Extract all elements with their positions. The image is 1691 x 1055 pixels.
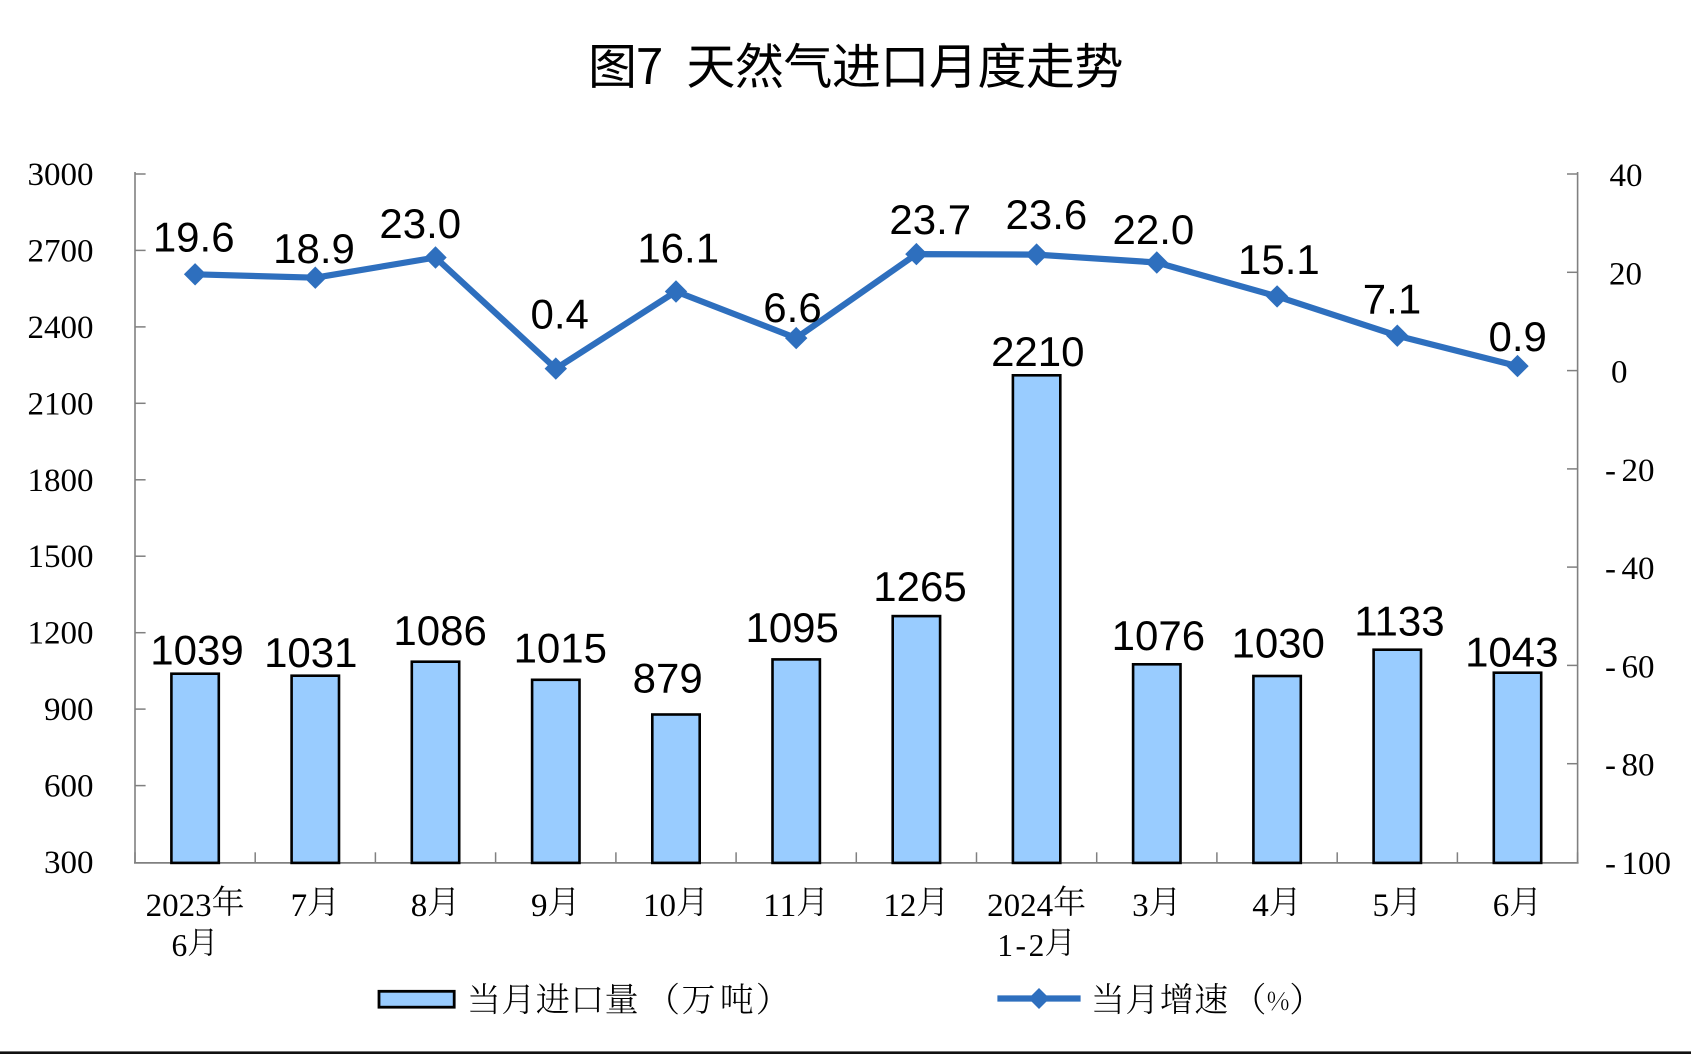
svg-text:900: 900 — [44, 692, 94, 728]
svg-text:16.1: 16.1 — [637, 225, 719, 272]
svg-text:5: 5 — [1373, 888, 1390, 924]
svg-text:4: 4 — [1252, 888, 1269, 924]
svg-text:8: 8 — [411, 888, 428, 924]
svg-text:18.9: 18.9 — [273, 225, 355, 272]
svg-text:1095: 1095 — [745, 604, 838, 651]
svg-text:7: 7 — [291, 888, 308, 924]
svg-text:3000: 3000 — [28, 157, 94, 193]
svg-text:879: 879 — [633, 655, 703, 702]
svg-text:6: 6 — [172, 928, 188, 963]
svg-text:15.1: 15.1 — [1238, 236, 1320, 283]
svg-text:2023: 2023 — [146, 888, 212, 924]
svg-text:1-2: 1-2 — [997, 928, 1044, 963]
svg-text:1500: 1500 — [28, 539, 94, 575]
svg-text:-: - — [1605, 453, 1616, 489]
svg-text:23.0: 23.0 — [379, 200, 461, 247]
svg-text:80: 80 — [1622, 748, 1655, 784]
svg-text:100: 100 — [1622, 846, 1672, 882]
svg-text:300: 300 — [44, 845, 94, 881]
svg-text:60: 60 — [1622, 649, 1655, 685]
svg-text:20: 20 — [1609, 256, 1642, 292]
svg-text:2024: 2024 — [987, 888, 1053, 924]
svg-text:2400: 2400 — [28, 310, 94, 346]
svg-text:1265: 1265 — [873, 563, 966, 610]
svg-text:1133: 1133 — [1354, 597, 1444, 644]
svg-text:11: 11 — [763, 888, 796, 924]
svg-text:0.4: 0.4 — [531, 291, 589, 338]
svg-text:0: 0 — [1611, 355, 1628, 391]
svg-text:9: 9 — [531, 888, 548, 924]
svg-text:40: 40 — [1622, 551, 1655, 587]
svg-text:12: 12 — [883, 888, 916, 924]
svg-text:6.6: 6.6 — [763, 284, 821, 331]
svg-text:0.9: 0.9 — [1489, 313, 1547, 360]
svg-text:1086: 1086 — [393, 607, 486, 654]
svg-text:1031: 1031 — [264, 629, 357, 676]
svg-text:1076: 1076 — [1112, 612, 1205, 659]
svg-text:22.0: 22.0 — [1113, 206, 1195, 253]
svg-text:19.6: 19.6 — [153, 214, 235, 261]
svg-text:3: 3 — [1132, 888, 1149, 924]
svg-text:23.7: 23.7 — [889, 196, 971, 243]
svg-text:2100: 2100 — [28, 386, 94, 422]
svg-text:2210: 2210 — [991, 328, 1084, 375]
svg-text:6: 6 — [1493, 888, 1510, 924]
svg-text:-: - — [1605, 846, 1616, 882]
svg-text:2700: 2700 — [28, 233, 94, 269]
svg-text:10: 10 — [643, 888, 676, 924]
svg-text:-: - — [1605, 551, 1616, 587]
svg-text:40: 40 — [1610, 158, 1643, 194]
svg-text:1043: 1043 — [1465, 628, 1558, 675]
svg-text:1015: 1015 — [514, 625, 607, 672]
svg-text:1800: 1800 — [28, 463, 94, 499]
svg-text:-: - — [1605, 748, 1616, 784]
svg-text:1200: 1200 — [28, 616, 94, 652]
svg-text:-: - — [1605, 649, 1616, 685]
svg-text:600: 600 — [44, 769, 94, 805]
svg-text:1030: 1030 — [1231, 620, 1324, 667]
svg-text:20: 20 — [1622, 453, 1655, 489]
svg-text:23.6: 23.6 — [1006, 191, 1088, 238]
svg-text:1039: 1039 — [150, 626, 243, 673]
svg-text:7.1: 7.1 — [1363, 276, 1421, 323]
